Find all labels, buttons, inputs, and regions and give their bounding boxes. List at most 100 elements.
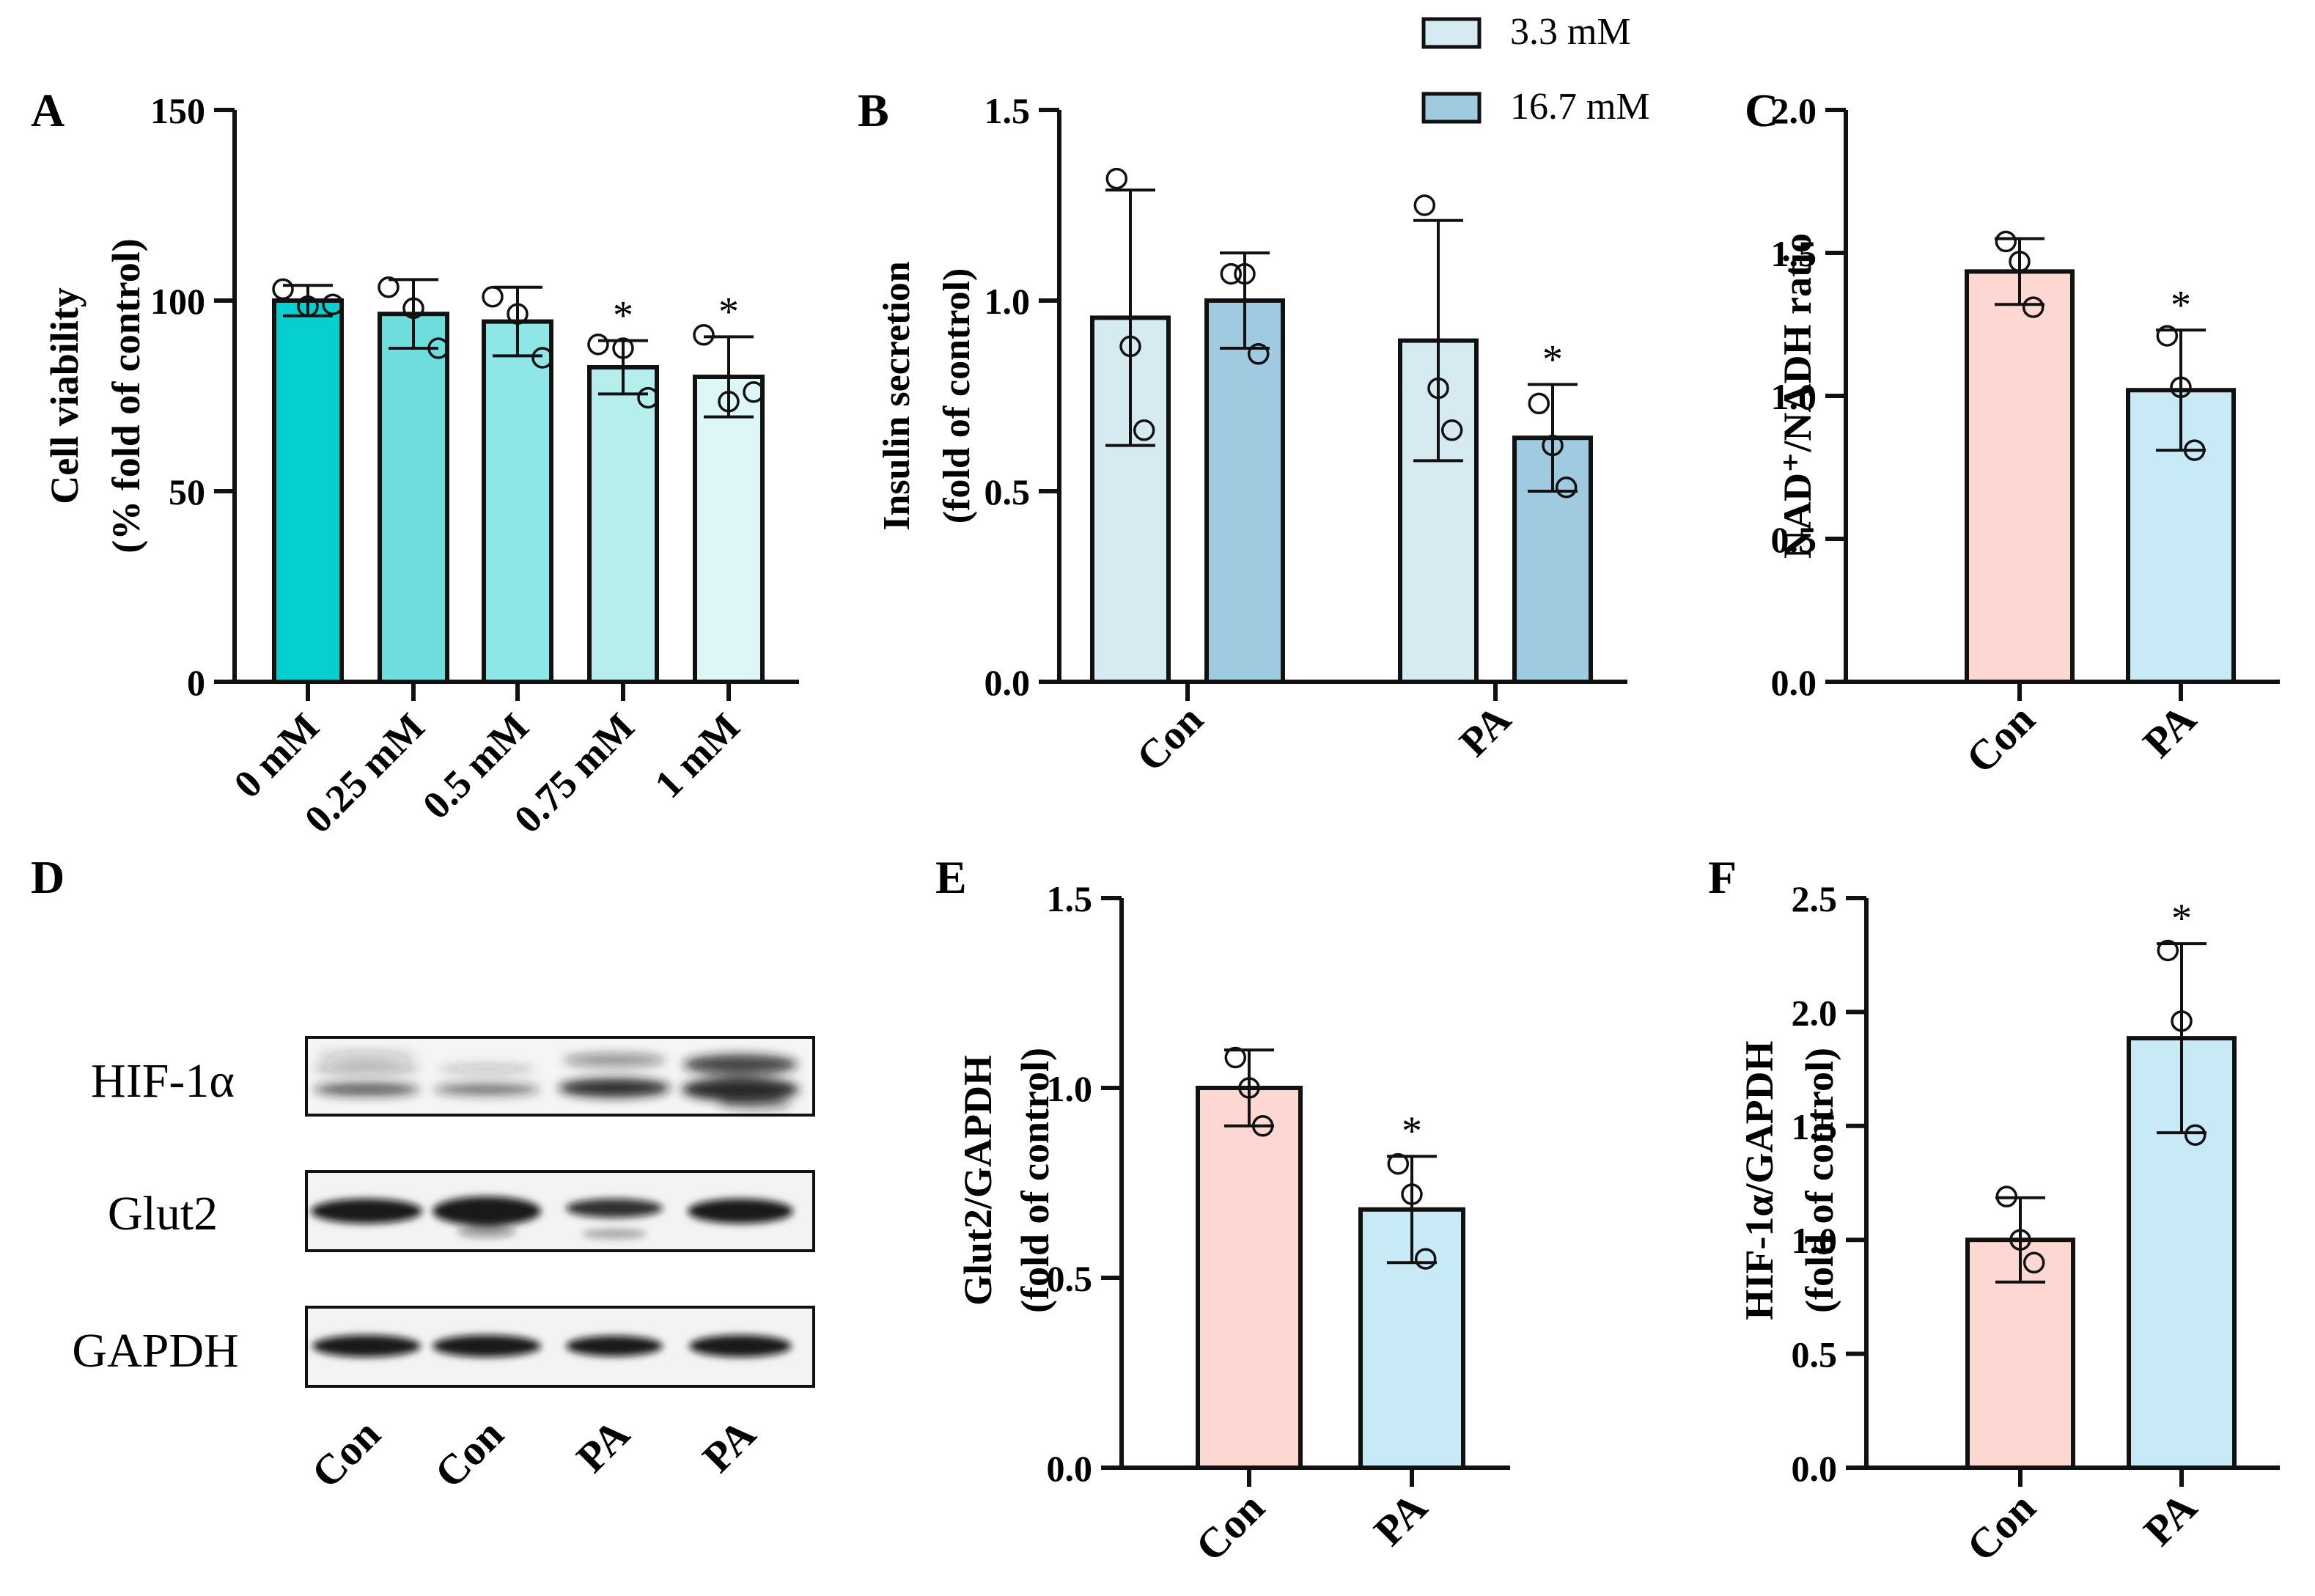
y-tick-label-a: 0 bbox=[187, 662, 205, 703]
data-point-b-0-1 bbox=[1234, 262, 1256, 285]
data-point-a-2 bbox=[482, 286, 504, 308]
legend-swatch-16-7mm bbox=[1421, 92, 1482, 124]
data-point-b-0-1 bbox=[1220, 262, 1243, 285]
data-point-b-0-1 bbox=[1247, 343, 1270, 365]
data-point-a-0 bbox=[297, 295, 319, 317]
data-point-f-0 bbox=[2009, 1229, 2031, 1251]
data-point-c-1 bbox=[2156, 325, 2179, 347]
y-axis-label-a: Cell viability bbox=[43, 287, 87, 504]
data-point-b-1-0 bbox=[1427, 377, 1449, 400]
y-tick-label-e: 0.5 bbox=[1047, 1258, 1093, 1299]
data-point-a-2 bbox=[507, 303, 529, 325]
bar-a-4 bbox=[693, 375, 765, 684]
bar-a-3 bbox=[587, 365, 659, 684]
panel-label-b: B bbox=[858, 84, 889, 136]
data-point-b-1-1 bbox=[1542, 434, 1564, 457]
data-point-c-0 bbox=[1995, 230, 2017, 253]
data-point-c-1 bbox=[2183, 439, 2206, 461]
y-axis-label-a: (% fold of control) bbox=[104, 238, 148, 553]
data-point-a-0 bbox=[272, 278, 294, 301]
panel-e-glut2-gapdh: E 0.0 0.5 1.0 1.5 Glut2/GAPDH (fold of control… bbox=[935, 851, 1510, 1570]
blot-lane-label-2: Con bbox=[425, 1410, 512, 1497]
data-point-b-1-0 bbox=[1413, 194, 1436, 216]
bar-a-0 bbox=[272, 298, 344, 684]
y-tick-label-e: 0.0 bbox=[1047, 1448, 1093, 1489]
bar-a-1 bbox=[378, 312, 449, 684]
y-tick-label-c: 1.0 bbox=[1771, 376, 1817, 417]
y-tick-label-f: 0.0 bbox=[1792, 1448, 1838, 1489]
significance-mark-b-1-1: * bbox=[1542, 337, 1563, 382]
data-point-a-0 bbox=[322, 293, 344, 315]
data-point-e-0 bbox=[1224, 1046, 1247, 1069]
significance-mark-a-3: * bbox=[613, 293, 633, 339]
y-axis-label-c: NAD⁺/NADH ratio bbox=[1775, 233, 1819, 559]
panel-b-insulin-secretion: B 0.0 0.5 1.0 1.5 Insulin secretion (fold of c… bbox=[858, 84, 1627, 781]
significance-mark-c-1: * bbox=[2171, 282, 2191, 328]
y-tick-label-e: 1.0 bbox=[1047, 1068, 1093, 1109]
data-point-b-1-1 bbox=[1528, 392, 1550, 415]
y-tick-label-b: 1.5 bbox=[984, 90, 1031, 131]
panel-c-nad-nadh-ratio: C 0.0 0.5 1.0 1.5 2.0 NAD⁺/NADH ratio * Con PA bbox=[1745, 84, 2280, 782]
data-point-e-1 bbox=[1414, 1248, 1437, 1270]
blot-lane-label-1: Con bbox=[302, 1410, 389, 1497]
y-tick-label-c: 2.0 bbox=[1771, 90, 1817, 131]
data-point-b-1-0 bbox=[1440, 419, 1463, 441]
data-point-c-0 bbox=[2022, 296, 2045, 318]
y-tick-label-c: 0.0 bbox=[1771, 662, 1817, 703]
data-point-c-1 bbox=[2170, 376, 2192, 399]
y-axis-label-b: (fold of control) bbox=[936, 268, 978, 524]
data-point-a-1 bbox=[378, 276, 400, 298]
y-tick-label-f: 1.5 bbox=[1792, 1106, 1838, 1147]
x-tick-label-e: PA bbox=[1365, 1483, 1437, 1555]
data-point-a-3 bbox=[612, 337, 634, 359]
y-axis-label-e: (fold of control) bbox=[1013, 1048, 1057, 1313]
legend-swatch-3-3mm bbox=[1421, 17, 1482, 49]
x-tick-label-a: 1 mM bbox=[647, 705, 748, 806]
data-point-a-1 bbox=[402, 297, 424, 320]
data-point-a-2 bbox=[531, 347, 553, 369]
data-point-a-1 bbox=[427, 337, 449, 359]
blot-lane-label-3: PA bbox=[567, 1410, 639, 1482]
y-tick-label-f: 2.5 bbox=[1792, 878, 1838, 919]
panel-label-e: E bbox=[935, 851, 967, 903]
data-point-e-1 bbox=[1401, 1183, 1423, 1205]
data-point-a-4 bbox=[718, 391, 740, 413]
data-point-b-0-0 bbox=[1105, 167, 1128, 190]
legend-label-3-3mm: 3.3 mM bbox=[1510, 11, 1631, 53]
x-tick-label-f: PA bbox=[2135, 1483, 2207, 1555]
data-point-e-0 bbox=[1251, 1115, 1274, 1137]
data-point-f-1 bbox=[2171, 1010, 2193, 1032]
data-point-f-1 bbox=[2157, 939, 2179, 962]
data-point-a-4 bbox=[693, 324, 715, 346]
bar-a-2 bbox=[482, 319, 553, 684]
blot-strip-hif1a bbox=[305, 1036, 815, 1117]
data-point-a-4 bbox=[743, 381, 765, 403]
blot-row-label-hif1a: HIF-1α bbox=[91, 1054, 235, 1108]
bar-e-0 bbox=[1196, 1086, 1303, 1470]
x-tick-label-b: Con bbox=[1128, 696, 1212, 780]
x-tick-label-b: PA bbox=[1451, 696, 1520, 765]
data-point-b-0-0 bbox=[1133, 419, 1155, 441]
data-point-a-3 bbox=[587, 334, 609, 356]
panel-label-c: C bbox=[1745, 84, 1778, 136]
y-tick-label-f: 1.0 bbox=[1792, 1220, 1838, 1261]
data-point-b-1-1 bbox=[1555, 477, 1578, 499]
data-point-a-3 bbox=[637, 386, 659, 409]
bar-b-0-1 bbox=[1204, 298, 1285, 684]
blot-strip-glut2 bbox=[305, 1170, 815, 1252]
y-axis-label-f: HIF-1α/GAPDH bbox=[1737, 1040, 1781, 1320]
data-point-f-1 bbox=[2184, 1124, 2207, 1146]
bar-c-0 bbox=[1965, 269, 2075, 685]
y-axis-label-b: Insulin secretion bbox=[876, 261, 918, 531]
y-axis-label-f: (fold of control) bbox=[1797, 1048, 1841, 1313]
y-tick-label-a: 50 bbox=[169, 471, 205, 512]
data-point-c-0 bbox=[2009, 250, 2031, 273]
data-point-f-0 bbox=[1995, 1185, 2018, 1207]
y-axis-label-e: Glut2/GAPDH bbox=[956, 1055, 1000, 1306]
significance-mark-e-1: * bbox=[1402, 1108, 1422, 1154]
x-tick-label-f: Con bbox=[1957, 1483, 2045, 1570]
blot-row-label-glut2: Glut2 bbox=[108, 1187, 218, 1240]
significance-mark-a-4: * bbox=[718, 289, 739, 334]
data-point-f-0 bbox=[2023, 1251, 2045, 1274]
x-tick-label-e: Con bbox=[1186, 1483, 1273, 1570]
